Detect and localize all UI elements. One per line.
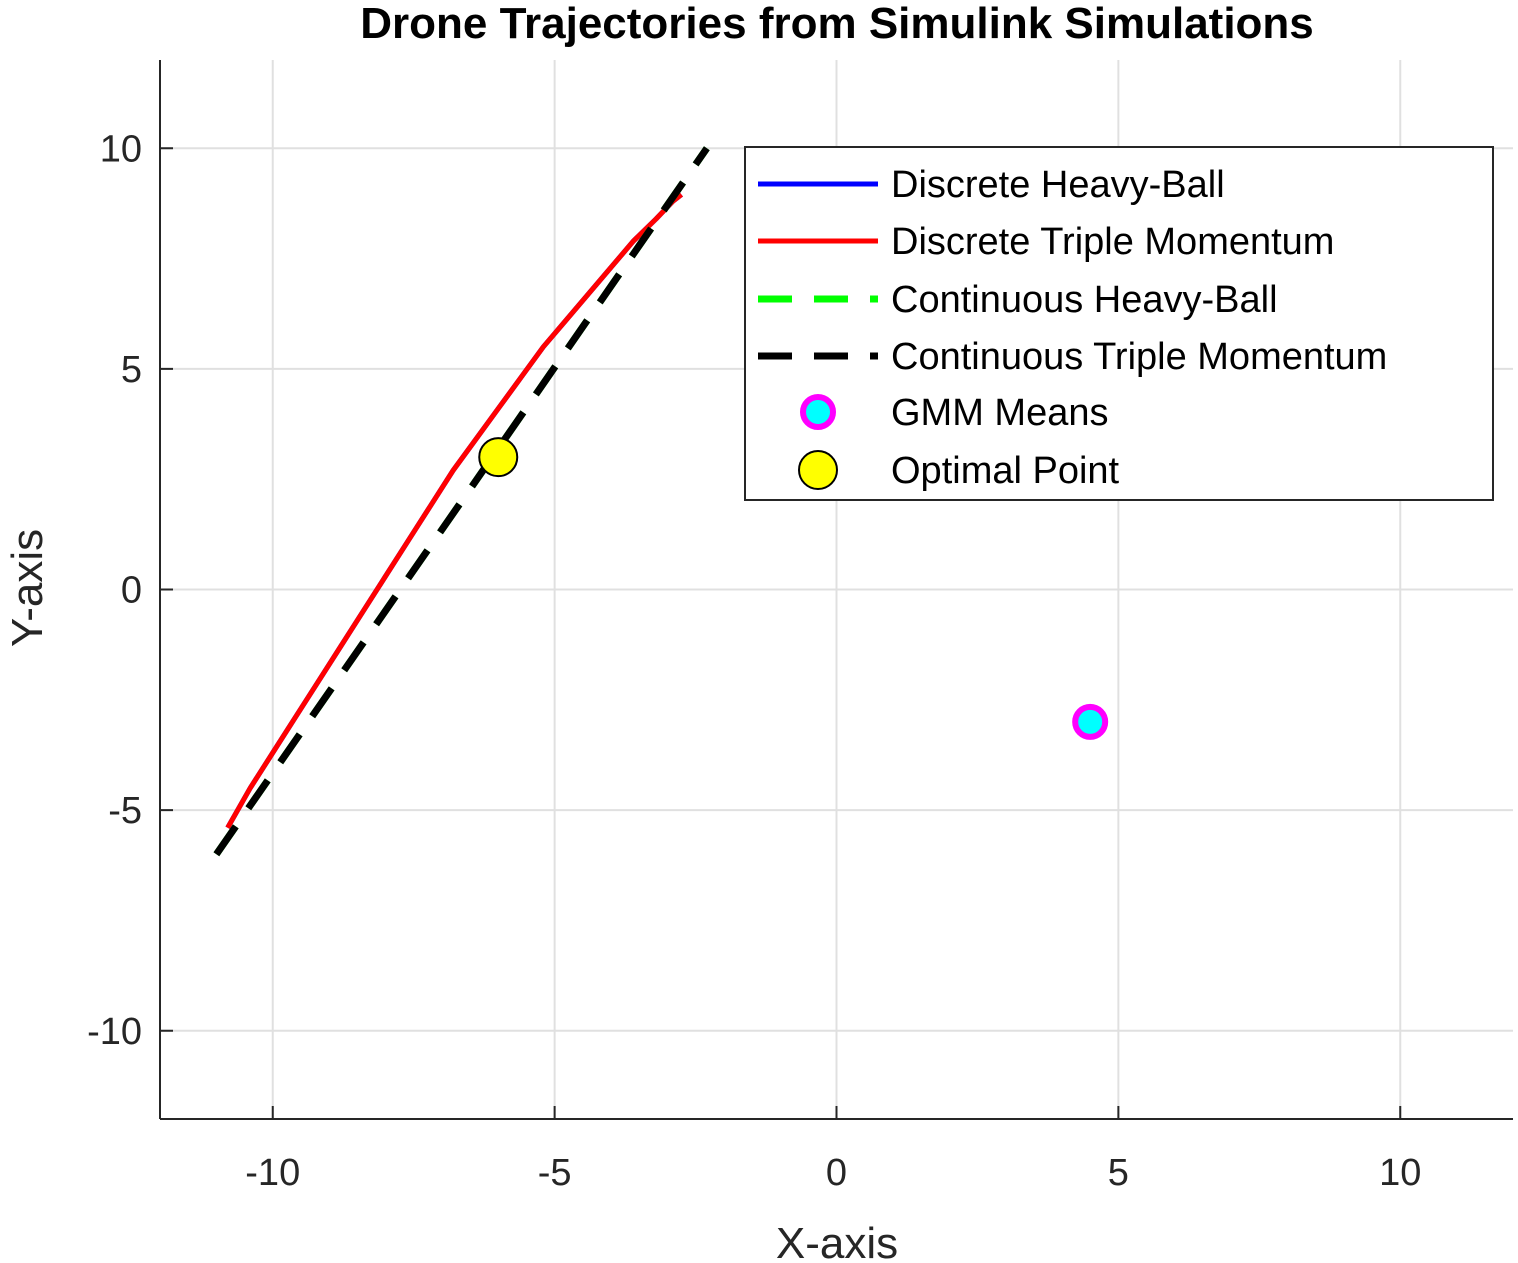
y-tick-label: 0 <box>121 570 142 612</box>
legend: Discrete Heavy-Ball Discrete Triple Momen… <box>744 146 1494 501</box>
legend-label-5: Optimal Point <box>891 450 1120 492</box>
legend-label-3: Continuous Triple Momentum <box>891 336 1387 378</box>
legend-label-2: Continuous Heavy-Ball <box>891 279 1278 321</box>
x-axis-label: X-axis <box>776 1219 898 1263</box>
legend-box <box>744 146 1494 501</box>
y-axis-label: Y-axis <box>3 529 52 647</box>
legend-label-4: GMM Means <box>891 392 1108 434</box>
marker-layer <box>478 437 1109 740</box>
marker-point-1 <box>478 437 519 478</box>
y-tick-label: 5 <box>121 349 142 391</box>
series-line-3 <box>213 146 710 857</box>
x-tick-label: 10 <box>1379 1152 1421 1194</box>
x-tick-label: -10 <box>245 1152 300 1194</box>
legend-entries: Discrete Heavy-Ball Discrete Triple Momen… <box>758 164 1387 492</box>
chart-title: Drone Trajectories from Simulink Simulat… <box>360 0 1314 48</box>
legend-label-1: Discrete Triple Momentum <box>891 221 1334 263</box>
tick-layer: -10 -5 0 5 10 -10 -5 0 5 10 <box>87 128 1421 1194</box>
x-tick-label: 0 <box>826 1152 847 1194</box>
legend-swatch-5 <box>798 450 838 490</box>
y-tick-label: 10 <box>100 128 142 170</box>
y-tick-label: -10 <box>87 1011 142 1053</box>
x-tick-label: 5 <box>1108 1152 1129 1194</box>
marker-point-0 <box>1072 703 1109 740</box>
series-line-1 <box>225 192 684 830</box>
x-tick-label: -5 <box>538 1152 572 1194</box>
y-tick-label: -5 <box>108 790 142 832</box>
legend-label-0: Discrete Heavy-Ball <box>891 164 1225 206</box>
series-layer <box>213 146 710 857</box>
legend-swatch-4 <box>800 394 836 430</box>
